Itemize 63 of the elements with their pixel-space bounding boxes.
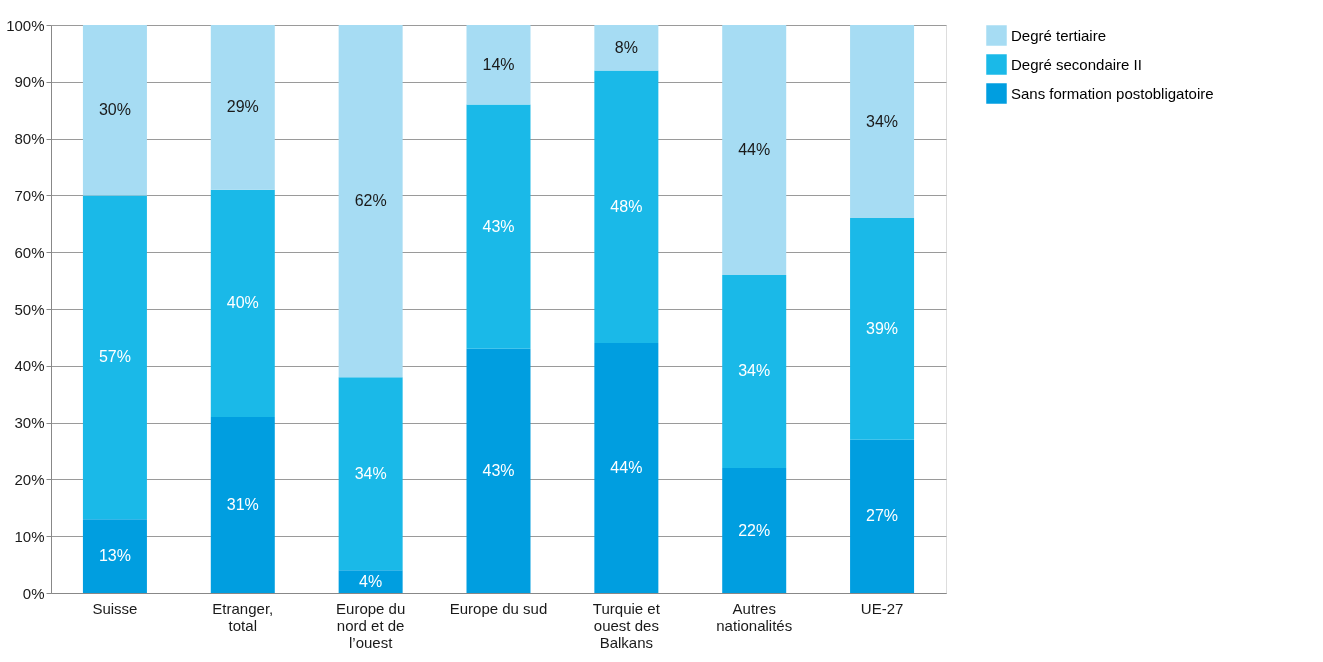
bar	[210, 189, 275, 417]
y-tick-label: 90%	[14, 73, 45, 91]
data-label: 44%	[738, 140, 771, 158]
bar	[594, 25, 659, 71]
x-tick-label: Europe du sud	[449, 599, 548, 617]
bar	[466, 104, 531, 349]
bar	[82, 519, 147, 593]
legend-label: Degré secondaire II	[1011, 55, 1142, 73]
y-tick-label: 0%	[22, 584, 45, 602]
data-label: 31%	[226, 495, 259, 513]
data-label: 48%	[610, 197, 643, 215]
data-label: 14%	[482, 55, 515, 73]
x-tick-label: Etranger, total	[212, 599, 274, 634]
data-label: 44%	[610, 459, 643, 477]
data-label: 29%	[226, 98, 259, 116]
data-label: 27%	[866, 507, 899, 525]
y-tick-label: 80%	[14, 130, 45, 148]
data-label: 40%	[226, 294, 259, 312]
y-tick-label: 40%	[14, 357, 45, 375]
y-tick-label: 20%	[14, 470, 45, 488]
bar	[722, 25, 787, 275]
data-label: 62%	[354, 192, 387, 210]
x-tick-label: Europe du nord et de l’ouest	[336, 599, 406, 651]
data-label: 39%	[866, 319, 899, 337]
bar	[338, 377, 403, 571]
bar	[466, 348, 531, 593]
bar	[210, 416, 275, 593]
data-label: 13%	[98, 547, 131, 565]
data-label: 34%	[354, 464, 387, 482]
x-tick-label: Turquie et ouest des Balkans	[592, 599, 661, 651]
y-tick-label: 100%	[6, 16, 45, 34]
bar	[722, 468, 787, 593]
bar	[338, 570, 403, 593]
x-tick-label: Suisse	[92, 599, 138, 617]
x-tick-label: UE-27	[860, 599, 904, 617]
bar	[210, 25, 275, 190]
y-tick-label: 60%	[14, 243, 45, 261]
data-label: 4%	[359, 572, 383, 590]
y-tick-label: 50%	[14, 300, 45, 318]
bar	[338, 25, 403, 378]
legend-label: Degré tertiaire	[1011, 26, 1107, 44]
data-label: 43%	[482, 217, 515, 235]
data-label: 22%	[738, 521, 771, 539]
y-tick-label: 10%	[14, 527, 45, 545]
bar	[82, 25, 147, 196]
data-label: 57%	[98, 348, 131, 366]
data-label: 30%	[98, 101, 131, 119]
data-label: 8%	[614, 38, 638, 56]
data-label: 43%	[482, 461, 515, 479]
data-label: 34%	[866, 112, 899, 130]
bar	[850, 25, 915, 219]
bar	[850, 439, 915, 593]
legend-label: Sans formation postobligatoire	[1011, 84, 1214, 102]
x-tick-label: Autres nationalités	[716, 599, 793, 634]
bar	[594, 343, 659, 593]
y-tick-label: 70%	[14, 186, 45, 204]
bar	[594, 70, 659, 344]
bar	[722, 274, 787, 469]
bar	[466, 25, 531, 105]
bar	[850, 218, 915, 440]
data-label: 34%	[738, 362, 771, 380]
bar	[82, 195, 147, 520]
y-tick-label: 30%	[14, 414, 45, 432]
